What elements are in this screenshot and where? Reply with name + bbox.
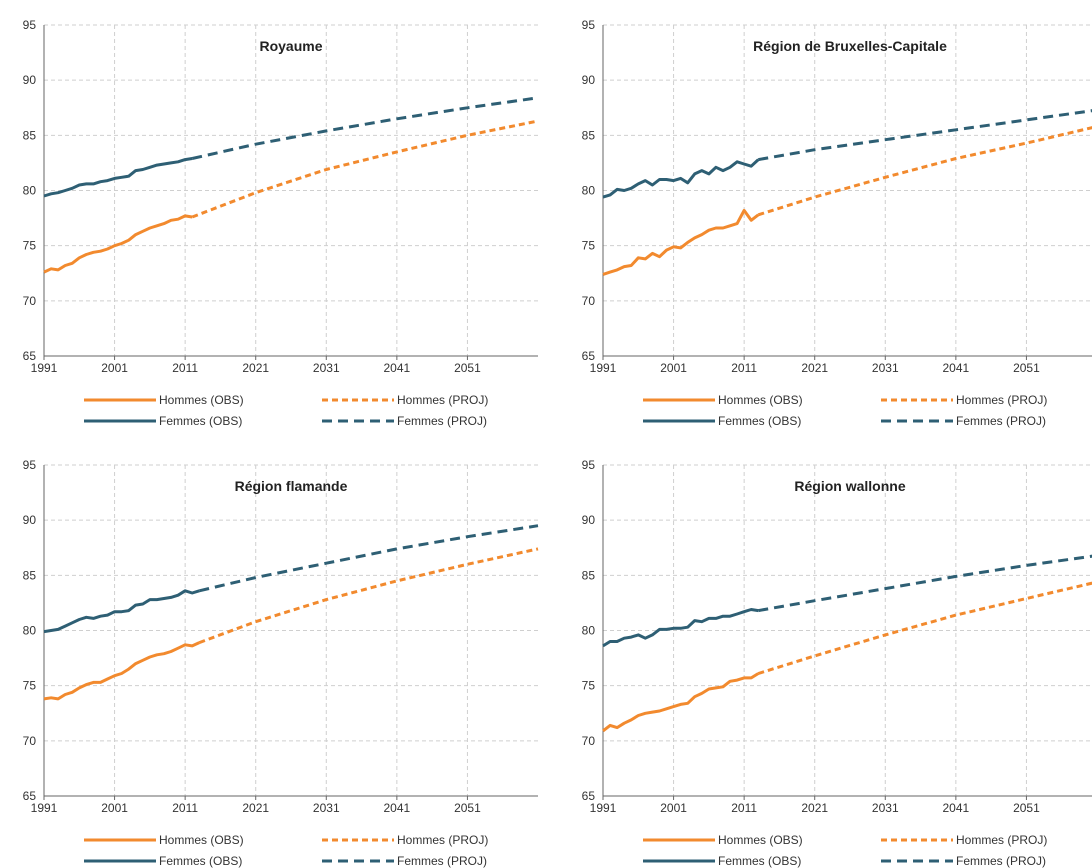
y-tick-label: 70 xyxy=(23,734,37,748)
x-tick-label: 2031 xyxy=(313,801,340,815)
series-line-femmes-obs xyxy=(602,158,760,199)
series-line-femmes-obs xyxy=(43,157,193,198)
x-tick-label: 1991 xyxy=(590,801,617,815)
x-tick-label: 2051 xyxy=(1013,361,1040,375)
x-tick-label: 2021 xyxy=(801,801,828,815)
x-tick-label: 2011 xyxy=(731,361,757,375)
chart-title: Région wallonne xyxy=(794,478,905,494)
series-line-hommes-proj xyxy=(757,126,1092,217)
y-tick-label: 80 xyxy=(23,624,37,638)
x-tick-label: 2051 xyxy=(454,361,481,375)
series-line-femmes-obs xyxy=(602,608,759,648)
legend-label-hommes-obs: Hommes (OBS) xyxy=(159,833,244,847)
legend-label-femmes-obs: Femmes (OBS) xyxy=(718,414,801,428)
x-tick-label: 2011 xyxy=(172,361,198,375)
chart-panel-1: 65 70 75 80 85 90 95 1991 2001 2011 2021 2031 2041 20… xyxy=(23,18,539,428)
y-tick-label: 85 xyxy=(23,568,37,582)
legend-label-hommes-proj: Hommes (PROJ) xyxy=(397,393,488,407)
y-tick-label: 95 xyxy=(582,458,596,472)
y-tick-label: 80 xyxy=(582,624,596,638)
x-tick-label: 2041 xyxy=(384,801,411,815)
chart-title: Royaume xyxy=(259,38,322,54)
x-tick-label: 2051 xyxy=(1013,801,1040,815)
x-tick-label: 2001 xyxy=(101,361,128,375)
legend-label-femmes-obs: Femmes (OBS) xyxy=(718,854,801,868)
series-line-femmes-proj xyxy=(758,554,1092,613)
legend-label-femmes-proj: Femmes (PROJ) xyxy=(397,414,487,428)
y-tick-label: 95 xyxy=(23,18,37,32)
chart-panel-4: 65 70 75 80 85 90 95 1991 2001 2011 2021 2031 2041 20… xyxy=(582,458,1092,868)
y-tick-label: 70 xyxy=(23,294,37,308)
x-tick-label: 2031 xyxy=(872,361,899,375)
series-line-hommes-obs xyxy=(602,208,760,276)
y-tick-label: 75 xyxy=(582,239,596,253)
x-tick-label: 1991 xyxy=(590,361,617,375)
y-tick-label: 95 xyxy=(582,18,596,32)
y-tick-label: 65 xyxy=(582,349,596,363)
y-tick-label: 90 xyxy=(582,513,596,527)
y-tick-label: 85 xyxy=(582,128,596,142)
y-tick-label: 85 xyxy=(23,128,37,142)
y-tick-label: 80 xyxy=(23,184,37,198)
legend-label-hommes-obs: Hommes (OBS) xyxy=(159,393,244,407)
chart-title: Région flamande xyxy=(235,478,348,494)
y-tick-label: 65 xyxy=(23,789,37,803)
series-line-femmes-obs xyxy=(43,589,200,634)
x-tick-label: 2011 xyxy=(731,801,757,815)
chart-panel-3: 65 70 75 80 85 90 95 1991 2001 2011 2021 2031 2041 20… xyxy=(23,458,539,868)
x-tick-label: 2051 xyxy=(454,801,481,815)
x-tick-label: 2031 xyxy=(313,361,340,375)
x-tick-label: 2021 xyxy=(801,361,828,375)
y-tick-label: 70 xyxy=(582,294,596,308)
x-tick-label: 2011 xyxy=(172,801,198,815)
series-line-hommes-obs xyxy=(43,214,193,274)
y-tick-label: 65 xyxy=(23,349,37,363)
legend-label-femmes-proj: Femmes (PROJ) xyxy=(956,414,1046,428)
x-tick-label: 2041 xyxy=(384,361,411,375)
series-line-femmes-proj xyxy=(191,96,539,160)
series-line-hommes-obs xyxy=(43,641,200,701)
legend-label-femmes-obs: Femmes (OBS) xyxy=(159,854,242,868)
series-line-hommes-obs xyxy=(602,672,760,733)
y-tick-label: 90 xyxy=(23,513,37,527)
legend-label-femmes-proj: Femmes (PROJ) xyxy=(956,854,1046,868)
x-tick-label: 2021 xyxy=(242,361,269,375)
y-tick-label: 75 xyxy=(23,679,37,693)
series-line-femmes-proj xyxy=(198,524,539,593)
y-tick-label: 85 xyxy=(582,568,596,582)
series-line-hommes-proj xyxy=(757,581,1092,675)
y-tick-label: 95 xyxy=(23,458,37,472)
legend-label-hommes-obs: Hommes (OBS) xyxy=(718,393,803,407)
series-line-femmes-proj xyxy=(758,109,1092,162)
y-tick-label: 75 xyxy=(23,239,37,253)
y-tick-label: 90 xyxy=(23,73,37,87)
x-tick-label: 2001 xyxy=(660,801,687,815)
legend-label-hommes-proj: Hommes (PROJ) xyxy=(956,393,1047,407)
legend-label-hommes-proj: Hommes (PROJ) xyxy=(956,833,1047,847)
x-tick-label: 1991 xyxy=(31,801,58,815)
x-tick-label: 2031 xyxy=(872,801,899,815)
series-line-hommes-proj xyxy=(198,547,539,645)
y-tick-label: 90 xyxy=(582,73,596,87)
chart-title: Région de Bruxelles-Capitale xyxy=(753,38,947,54)
x-tick-label: 2041 xyxy=(943,361,970,375)
legend-label-femmes-proj: Femmes (PROJ) xyxy=(397,854,487,868)
x-tick-label: 2001 xyxy=(101,801,128,815)
x-tick-label: 1991 xyxy=(31,361,58,375)
chart-panel-2: 65 70 75 80 85 90 95 1991 2001 2011 2021 2031 2041 20… xyxy=(582,18,1092,428)
x-tick-label: 2041 xyxy=(943,801,970,815)
y-tick-label: 70 xyxy=(582,734,596,748)
legend-label-femmes-obs: Femmes (OBS) xyxy=(159,414,242,428)
x-tick-label: 2001 xyxy=(660,361,687,375)
y-tick-label: 80 xyxy=(582,184,596,198)
y-tick-label: 75 xyxy=(582,679,596,693)
x-tick-label: 2021 xyxy=(242,801,269,815)
legend-label-hommes-obs: Hommes (OBS) xyxy=(718,833,803,847)
legend-label-hommes-proj: Hommes (PROJ) xyxy=(397,833,488,847)
y-tick-label: 65 xyxy=(582,789,596,803)
